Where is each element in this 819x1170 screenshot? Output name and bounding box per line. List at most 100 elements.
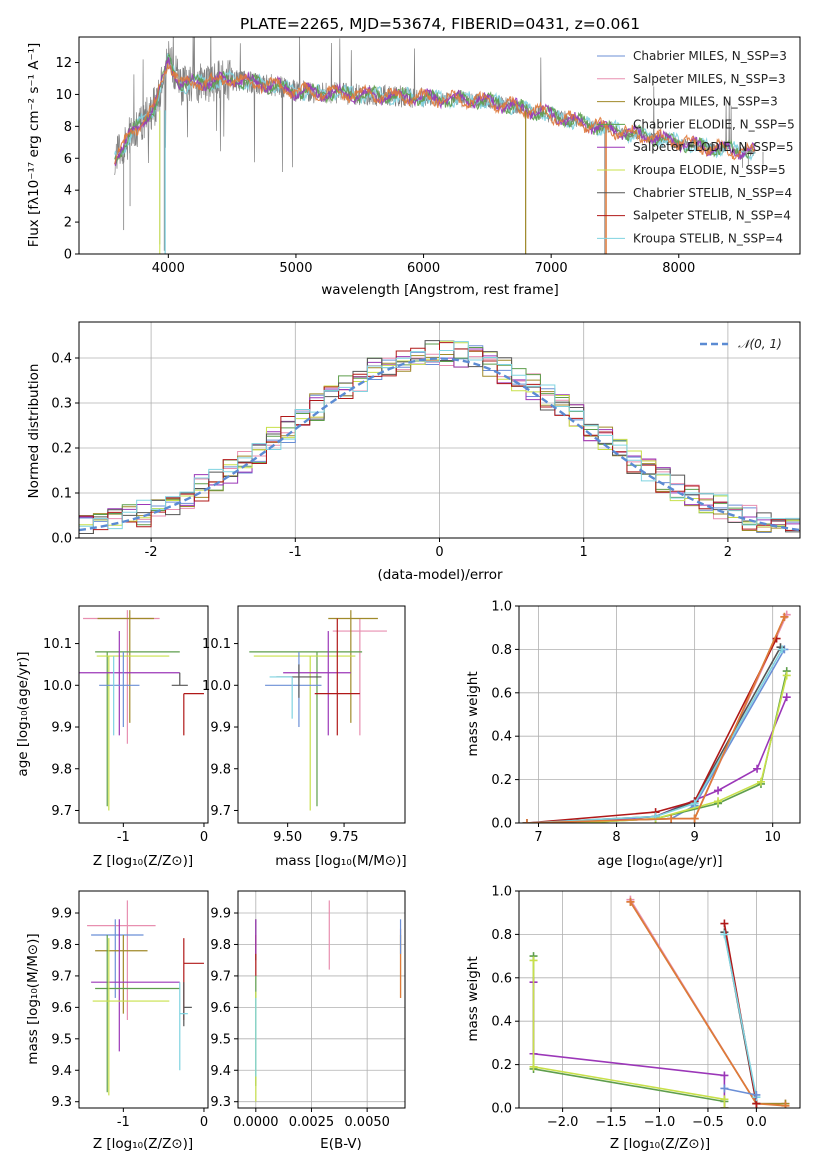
residuals-plot-area <box>79 340 800 534</box>
y-tick-label: 9.7 <box>51 804 72 819</box>
data-marker <box>720 1095 729 1104</box>
mass_vs_Z-panel: -1 0 9.3 9.4 9.5 9.6 9.7 9.8 9.9 <box>51 890 209 1130</box>
y-tick-label: 10.0 <box>202 679 231 694</box>
weight-age-xlabel: age [log₁₀(age/yr)] <box>597 853 722 869</box>
weight_vs_age-panel: 7 8 9 10 0.0 0.2 0.4 0.6 0.8 1.0 <box>491 600 801 845</box>
data-marker <box>780 612 789 621</box>
data-marker <box>720 919 729 928</box>
x-tick-label: −1.0 <box>644 1115 676 1130</box>
age_vs_Z-panel: -1 0 9.7 9.8 9.9 10.0 10.1 <box>43 605 209 845</box>
age_vs_mass-frame <box>237 605 406 824</box>
weight_vs_age-frame <box>518 605 801 824</box>
chart-title: PLATE=2265, MJD=53674, FIBERID=0431, z=0… <box>240 15 640 33</box>
weight_vs_Z-panel: −2.0 −1.5 −1.0 −0.5 0.0 0.0 0.2 0.4 0.6 0.8 1.0 <box>491 885 801 1130</box>
age_vs_mass-panel: 9.50 9.75 9.7 9.8 9.9 10.0 10.1 <box>202 605 406 845</box>
y-tick-label: 0.0 <box>491 817 512 832</box>
y-tick-label: 0.4 <box>51 352 72 367</box>
y-tick-label: 9.7 <box>210 804 231 819</box>
y-tick-label: 0.1 <box>51 487 72 502</box>
y-tick-label: 9.9 <box>210 721 231 736</box>
age_vs_Z-frame <box>78 605 209 824</box>
data-marker <box>720 1084 729 1093</box>
x-tick-label: 0 <box>435 545 443 560</box>
x-tick-label: 7 <box>534 830 542 845</box>
y-tick-label: 0.4 <box>491 730 512 745</box>
data-marker <box>752 1090 761 1099</box>
mass_vs_Z-frame <box>78 890 209 1109</box>
weight-z-ylabel: mass weight <box>465 956 481 1041</box>
series-line <box>526 638 778 823</box>
series-line <box>532 960 726 1108</box>
weight_vs_Z-plot-area <box>529 895 790 1108</box>
y-tick-label: 10 <box>55 88 72 103</box>
residual-legend: 𝒩(0, 1) <box>700 337 782 351</box>
series-line <box>526 696 788 823</box>
weight_vs_age-grid <box>519 605 800 824</box>
x-tick-label: 0 <box>200 830 208 845</box>
x-tick-label: 1 <box>580 545 588 560</box>
x-tick-label: 7000 <box>535 261 568 276</box>
x-tick-label: -1 <box>117 830 130 845</box>
data-marker <box>529 1062 538 1071</box>
x-tick-label: 0.0025 <box>289 1115 335 1130</box>
spectrum-ylabel: Flux [fλ10⁻¹⁷ erg cm⁻² s⁻¹ A⁻¹] <box>26 43 42 248</box>
normal-curve <box>79 357 800 532</box>
residuals-panel: -2 -1 0 1 2 0.0 0.1 0.2 0.3 0.4 𝒩(0, 1) <box>51 321 801 560</box>
age_vs_Z-plot-area <box>79 610 204 811</box>
x-tick-label: -1 <box>289 545 302 560</box>
spectrum-panel: 4000 5000 6000 7000 8000 0 2 4 6 8 10 12 Chabrier MI… <box>55 36 801 276</box>
weight_vs_Z-grid <box>519 890 800 1109</box>
data-marker <box>529 956 538 965</box>
series-line <box>526 614 788 823</box>
residual-xlabel: (data-model)/error <box>377 567 503 583</box>
age-z-xlabel: Z [log₁₀(Z/Z⊙)] <box>93 853 193 869</box>
data-marker <box>690 814 699 823</box>
x-tick-label: 8 <box>612 830 620 845</box>
data-marker <box>714 797 723 806</box>
spectrum-frame <box>78 36 801 255</box>
x-tick-label: -1 <box>117 1115 130 1130</box>
data-marker <box>690 799 699 808</box>
series-line <box>723 934 758 1098</box>
y-tick-label: 0 <box>64 248 72 263</box>
spectrum-legend: Chabrier MILES, N_SSP=3 Salpeter MILES, N… <box>597 49 795 245</box>
y-tick-label: 10.0 <box>43 679 72 694</box>
y-tick-label: 9.8 <box>210 938 231 953</box>
x-tick-label: 0.0000 <box>233 1115 279 1130</box>
mass-ebv-xlabel: E(B-V) <box>320 1136 362 1152</box>
x-tick-label: −1.5 <box>595 1115 627 1130</box>
spectrum-xlabel: wavelength [Angstrom, rest frame] <box>321 282 559 298</box>
x-tick-label: 0.0050 <box>344 1115 390 1130</box>
y-tick-label: 9.5 <box>210 1032 231 1047</box>
x-tick-label: 9.75 <box>330 830 359 845</box>
data-marker <box>522 819 531 823</box>
series-line <box>526 675 788 823</box>
y-tick-label: 9.9 <box>51 907 72 922</box>
series-line <box>526 616 786 823</box>
y-tick-label: 9.8 <box>210 762 231 777</box>
y-tick-label: 9.7 <box>210 969 231 984</box>
data-marker <box>782 693 791 702</box>
residual-ylabel: Normed distribution <box>26 364 42 499</box>
y-tick-label: 1.0 <box>491 600 512 615</box>
legend-label: Salpeter STELIB, N_SSP=4 <box>633 209 791 223</box>
y-tick-label: 12 <box>55 56 72 71</box>
mass_vs_EBV-plot-area <box>255 900 402 1102</box>
x-tick-label: 6000 <box>407 261 440 276</box>
y-tick-label: 10.1 <box>202 637 231 652</box>
y-tick-label: 9.7 <box>51 969 72 984</box>
data-marker <box>782 671 791 680</box>
y-tick-label: 2 <box>64 216 72 231</box>
y-tick-label: 4 <box>64 184 72 199</box>
data-marker <box>667 814 676 823</box>
y-tick-label: 9.4 <box>210 1064 231 1079</box>
age-mass-xlabel: mass [log₁₀(M/M⊙)] <box>275 853 406 869</box>
y-tick-label: 9.8 <box>51 938 72 953</box>
y-tick-label: 6 <box>64 152 72 167</box>
data-marker <box>714 786 723 795</box>
y-tick-label: 0.2 <box>491 1058 512 1073</box>
y-tick-label: 10.1 <box>43 637 72 652</box>
y-tick-label: 0.8 <box>491 643 512 658</box>
mass_vs_EBV-panel: 0.0000 0.0025 0.0050 9.3 9.4 9.5 9.6 9.7 9.8 9.9 <box>210 890 406 1130</box>
